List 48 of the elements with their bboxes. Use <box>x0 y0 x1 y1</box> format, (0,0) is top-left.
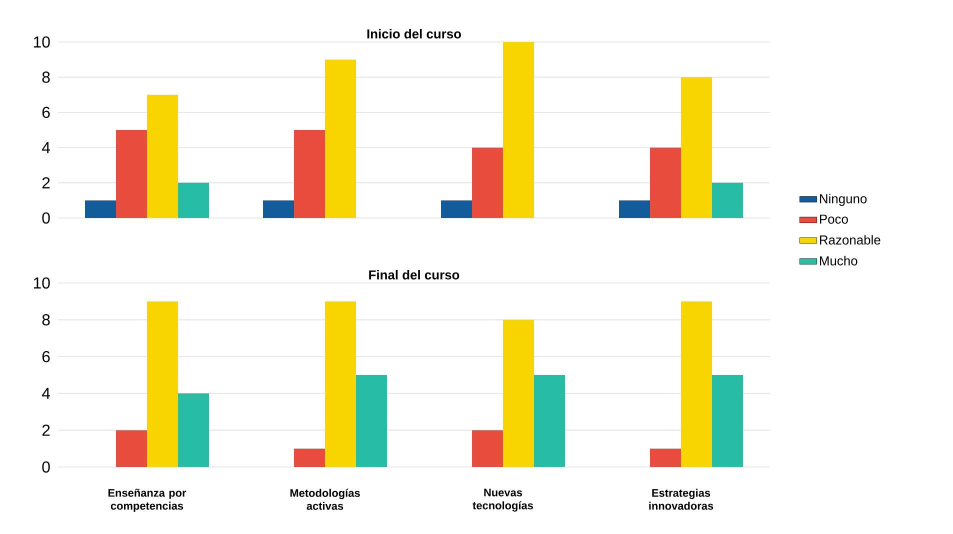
bar <box>650 448 682 467</box>
bar <box>712 375 744 467</box>
bar <box>681 77 712 218</box>
x-tick-label: Estrategias innovadoras <box>649 488 714 510</box>
bar <box>441 200 472 218</box>
bar <box>116 130 147 218</box>
y-tick-label: 10 <box>34 277 50 289</box>
bar <box>712 182 744 218</box>
bar <box>147 301 178 467</box>
x-tick-label: Enseñanza por competencias <box>108 488 186 512</box>
y-tick-label: 2 <box>42 177 50 188</box>
bar <box>147 94 178 218</box>
y-tick-label: 8 <box>42 72 50 83</box>
bar <box>650 148 682 218</box>
bar <box>178 393 210 467</box>
bar <box>619 200 650 218</box>
bar <box>503 42 534 218</box>
bar <box>294 130 326 218</box>
bar <box>294 448 326 467</box>
y-tick-label: 6 <box>42 350 50 362</box>
x-tick-label: Nuevas tecnologías <box>472 488 533 512</box>
bar <box>325 301 356 467</box>
legend-label: Mucho <box>820 256 858 266</box>
bar <box>534 375 566 467</box>
bar <box>472 430 504 467</box>
y-tick-label: 2 <box>42 424 50 436</box>
bar <box>178 182 210 218</box>
y-tick-label: 4 <box>42 142 50 154</box>
bar <box>116 430 147 467</box>
legend-label: Razonable <box>820 235 880 245</box>
bar <box>85 200 116 218</box>
legend-label: Poco <box>820 214 848 224</box>
legend-label: Ninguno <box>820 194 867 206</box>
x-tick-label: Metodologías activas <box>290 488 360 510</box>
y-tick-label: 0 <box>42 212 50 224</box>
y-tick-label: 8 <box>42 314 50 326</box>
y-tick-label: 6 <box>42 106 50 118</box>
bar <box>681 301 712 467</box>
chart-title: Inicio del curso <box>367 28 461 38</box>
bar <box>472 148 504 218</box>
y-tick-label: 0 <box>42 461 50 473</box>
bar <box>263 200 294 218</box>
y-tick-label: 4 <box>42 388 50 399</box>
bar <box>503 320 534 467</box>
bar <box>356 375 388 467</box>
chart-title: Final del curso <box>369 270 460 280</box>
y-tick-label: 10 <box>34 36 50 48</box>
bar <box>325 60 356 218</box>
